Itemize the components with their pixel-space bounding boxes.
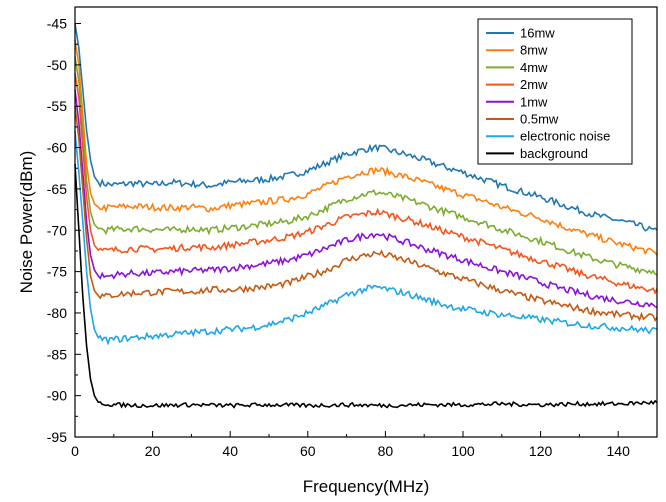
legend: 16mw 8mw 4mw 2mw 1mw 0.5mw electronic noise bac… bbox=[477, 18, 633, 165]
x-tick-label: 100 bbox=[451, 443, 475, 459]
x-tick-label: 80 bbox=[378, 443, 394, 459]
x-tick-label: 140 bbox=[607, 443, 631, 459]
legend-label: 8mw bbox=[520, 43, 548, 58]
series-line bbox=[74, 73, 658, 295]
x-axis-title: Frequency(MHz) bbox=[303, 477, 430, 496]
y-tick-label: -45 bbox=[47, 16, 67, 32]
legend-label: 1mw bbox=[520, 94, 548, 109]
y-tick-label: -55 bbox=[47, 98, 67, 114]
x-tick-label: 120 bbox=[529, 443, 553, 459]
legend-label: electronic noise bbox=[520, 129, 610, 144]
legend-box bbox=[477, 18, 633, 165]
series-line bbox=[74, 164, 658, 409]
x-tick-label: 0 bbox=[71, 443, 79, 459]
series-line bbox=[74, 39, 658, 256]
y-tick-label: -80 bbox=[47, 305, 67, 321]
y-tick-label: -90 bbox=[47, 388, 67, 404]
legend-label: background bbox=[520, 146, 588, 161]
plot-frame bbox=[74, 6, 658, 438]
x-tick-label: 20 bbox=[145, 443, 161, 459]
y-axis: -95 -90 -85 -80 -75 -70 -65 -60 -55 -50 -45 bbox=[47, 16, 81, 445]
y-tick-label: -65 bbox=[47, 181, 67, 197]
series-line bbox=[74, 89, 658, 309]
y-tick-label: -50 bbox=[47, 57, 67, 73]
legend-label: 0.5mw bbox=[520, 112, 559, 127]
series-line bbox=[74, 130, 658, 346]
legend-label: 16mw bbox=[520, 26, 555, 41]
plot-series bbox=[74, 23, 658, 409]
series-line bbox=[74, 56, 658, 276]
y-tick-label: -60 bbox=[47, 140, 67, 156]
x-tick-label: 40 bbox=[222, 443, 238, 459]
x-tick-label: 60 bbox=[300, 443, 316, 459]
y-tick-label: -95 bbox=[47, 429, 67, 445]
legend-label: 2mw bbox=[520, 77, 548, 92]
y-tick-label: -75 bbox=[47, 264, 67, 280]
y-tick-label: -70 bbox=[47, 222, 67, 238]
series-line bbox=[74, 106, 658, 323]
series-line bbox=[74, 23, 658, 232]
y-tick-label: -85 bbox=[47, 346, 67, 362]
x-axis: 0 20 40 60 80 100 120 140 bbox=[71, 431, 630, 459]
legend-label: 4mw bbox=[520, 60, 548, 75]
y-axis-title: Noise Power(dBm) bbox=[17, 151, 36, 294]
